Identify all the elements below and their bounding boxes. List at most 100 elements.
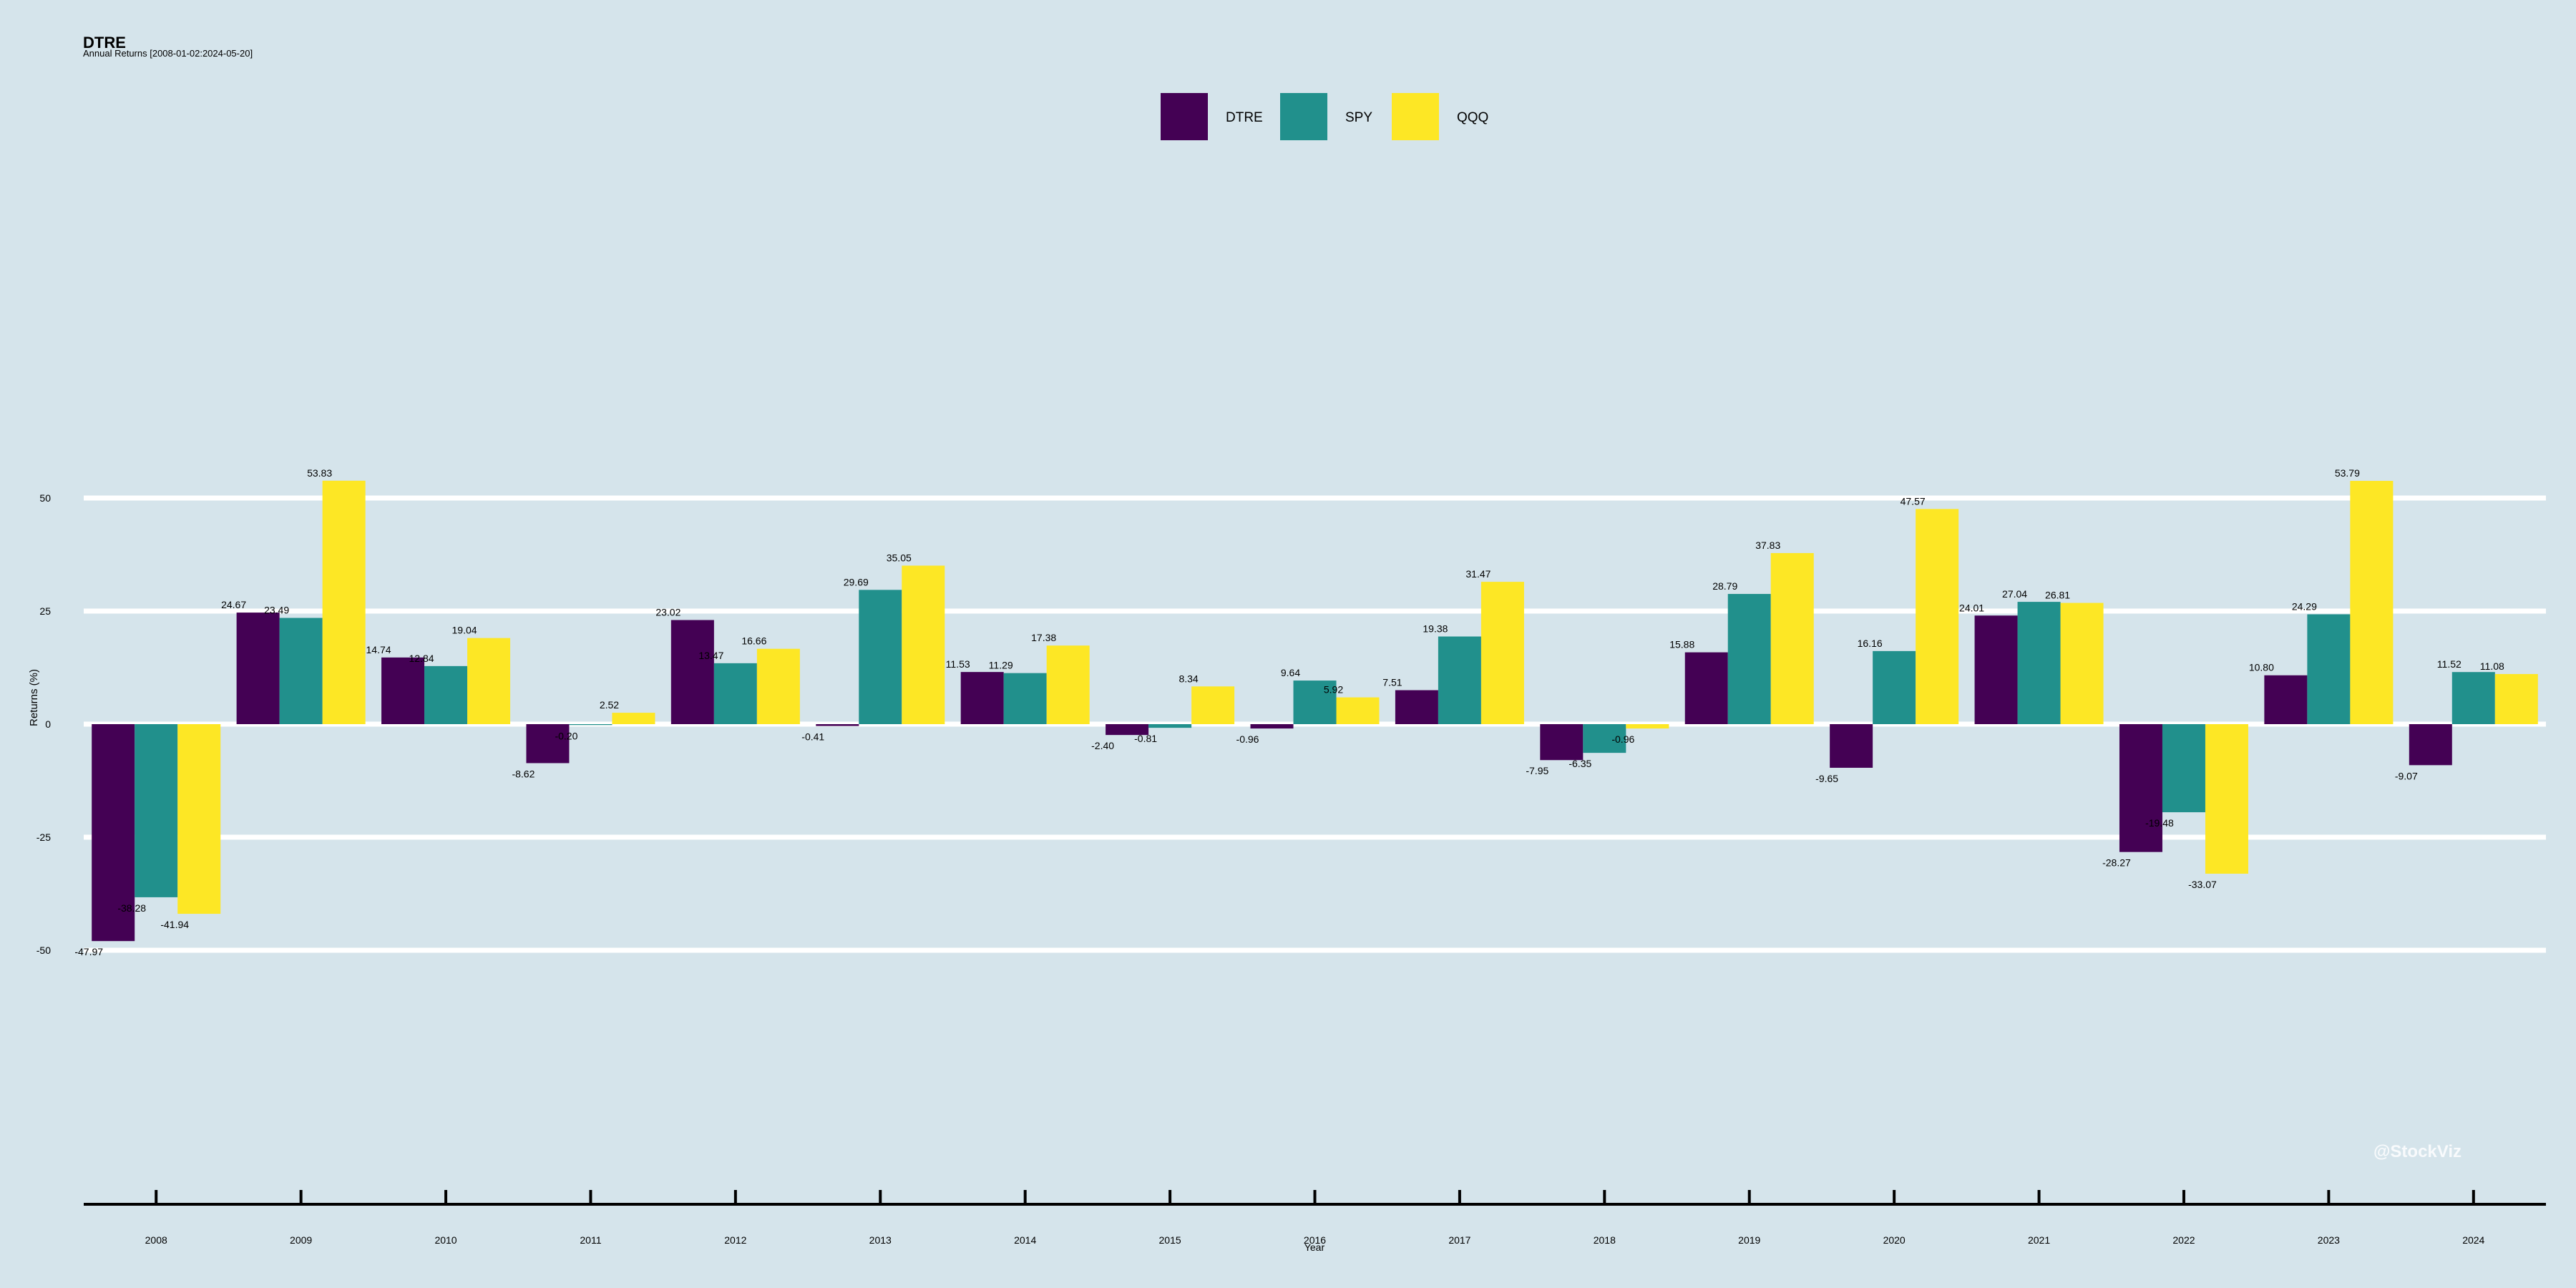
data-label: 13.47: [698, 650, 723, 661]
bar-dtre-2022: [2119, 724, 2162, 852]
y-axis-label: Returns (%): [28, 669, 40, 726]
x-tick-label: 2017: [1448, 1234, 1470, 1246]
bar-spy-2024: [2451, 672, 2495, 724]
x-tick-label: 2015: [1159, 1234, 1181, 1246]
bar-qqq-2019: [1770, 552, 1814, 724]
data-label: 53.79: [2335, 467, 2360, 479]
x-tick-label: 2016: [1304, 1234, 1326, 1246]
bar-qqq-2020: [1916, 509, 1959, 724]
y-axis: 50 25 0 -25 -50: [36, 492, 51, 956]
data-label: 17.38: [1031, 632, 1056, 643]
data-label: -0.96: [1611, 733, 1634, 745]
x-tick-label: 2021: [2028, 1234, 2050, 1246]
data-label: 24.29: [2292, 600, 2317, 612]
data-label: 19.38: [1423, 623, 1448, 635]
legend-label: DTRE: [1226, 110, 1263, 125]
bar-dtre-2015: [1106, 724, 1149, 736]
bar-dtre-2014: [960, 672, 1004, 724]
bar-qqq-2016: [1336, 697, 1380, 724]
data-label: 29.69: [844, 576, 869, 587]
data-label: 47.57: [1901, 495, 1926, 507]
x-tick-label: 2024: [2462, 1234, 2484, 1246]
data-label: 14.74: [366, 644, 391, 655]
x-tick-label: 2013: [869, 1234, 892, 1246]
bar-qqq-2010: [467, 638, 511, 724]
bar-qqq-2018: [1626, 724, 1669, 729]
data-label: 11.52: [2437, 658, 2462, 670]
bar-qqq-2009: [322, 480, 366, 724]
y-tick-label: 50: [39, 492, 51, 504]
x-tick-label: 2023: [2318, 1234, 2340, 1246]
data-label: 23.49: [264, 605, 289, 616]
data-labels: -47.97 -38.28 -41.94 24.67 23.49 53.83 14.74 12…: [74, 467, 2504, 957]
bar-spy-2019: [1727, 594, 1771, 724]
bar-dtre-2018: [1540, 724, 1584, 761]
data-label: 24.01: [1959, 602, 1984, 613]
bar-spy-2020: [1873, 650, 1916, 724]
data-label: 8.34: [1179, 673, 1198, 684]
x-tick-label: 2010: [434, 1234, 457, 1246]
legend: DTRE SPY QQQ: [1161, 93, 1488, 140]
x-tick-label: 2019: [1738, 1234, 1760, 1246]
bar-qqq-2012: [756, 648, 800, 724]
bar-qqq-2021: [2060, 602, 2104, 724]
x-axis-label: Year: [1304, 1241, 1325, 1253]
data-label: 26.81: [2045, 590, 2070, 601]
bar-dtre-2020: [1830, 724, 1873, 768]
bar-dtre-2023: [2264, 675, 2308, 724]
bar-spy-2008: [135, 724, 178, 897]
data-label: -8.62: [512, 768, 535, 779]
data-label: -41.94: [160, 919, 189, 930]
data-label: -7.95: [1526, 765, 1548, 776]
bar-dtre-2009: [236, 613, 280, 724]
data-label: 11.08: [2480, 660, 2504, 672]
x-tick-label: 2012: [724, 1234, 746, 1246]
bar-spy-2016: [1293, 680, 1337, 724]
data-label: 27.04: [2002, 588, 2027, 600]
bar-dtre-2021: [1974, 615, 2018, 724]
bar-spy-2022: [2162, 724, 2205, 813]
data-label: 19.04: [452, 625, 477, 636]
data-label: 9.64: [1281, 667, 1300, 678]
data-label: -0.41: [801, 731, 824, 743]
bar-spy-2014: [1003, 673, 1047, 724]
data-label: 11.29: [989, 660, 1013, 671]
x-axis: 2008 2009 2010 2011 2012 2013 2014 2015 2016 2017…: [84, 1190, 2546, 1246]
bar-spy-2015: [1148, 724, 1192, 728]
bar-spy-2017: [1438, 636, 1481, 724]
data-label: -6.35: [1568, 758, 1591, 769]
legend-swatch-spy: [1280, 93, 1327, 140]
data-label: -19.48: [2145, 817, 2174, 829]
x-tick-label: 2011: [580, 1234, 601, 1246]
data-label: -0.20: [555, 730, 577, 741]
bar-qqq-2014: [1046, 645, 1090, 724]
bar-qqq-2017: [1480, 582, 1524, 724]
x-tick-label: 2022: [2172, 1234, 2195, 1246]
bar-dtre-2011: [526, 724, 570, 763]
x-tick-label: 2018: [1594, 1234, 1616, 1246]
data-label: 7.51: [1382, 677, 1402, 688]
bar-dtre-2010: [381, 657, 425, 724]
y-tick-label: -50: [36, 945, 51, 956]
data-label: 23.02: [655, 607, 680, 618]
bar-dtre-2017: [1395, 690, 1438, 724]
data-label: 5.92: [1324, 684, 1343, 696]
legend-swatch-qqq: [1392, 93, 1439, 140]
bar-qqq-2024: [2494, 673, 2538, 724]
y-tick-label: 25: [39, 605, 51, 617]
x-tick-label: 2020: [1883, 1234, 1906, 1246]
y-tick-label: 0: [45, 718, 51, 730]
bar-spy-2012: [713, 663, 757, 724]
legend-label: SPY: [1345, 110, 1372, 125]
data-label: 37.83: [1755, 540, 1780, 551]
data-label: -9.65: [1815, 773, 1838, 784]
data-label: -0.81: [1134, 733, 1157, 744]
data-label: 2.52: [600, 699, 619, 711]
data-label: -0.96: [1236, 733, 1259, 745]
legend-swatch-dtre: [1161, 93, 1208, 140]
data-label: 16.16: [1858, 638, 1883, 649]
x-tick-label: 2009: [290, 1234, 312, 1246]
bar-qqq-2013: [902, 565, 945, 724]
bar-qqq-2008: [177, 724, 221, 914]
data-label: 31.47: [1465, 568, 1491, 580]
